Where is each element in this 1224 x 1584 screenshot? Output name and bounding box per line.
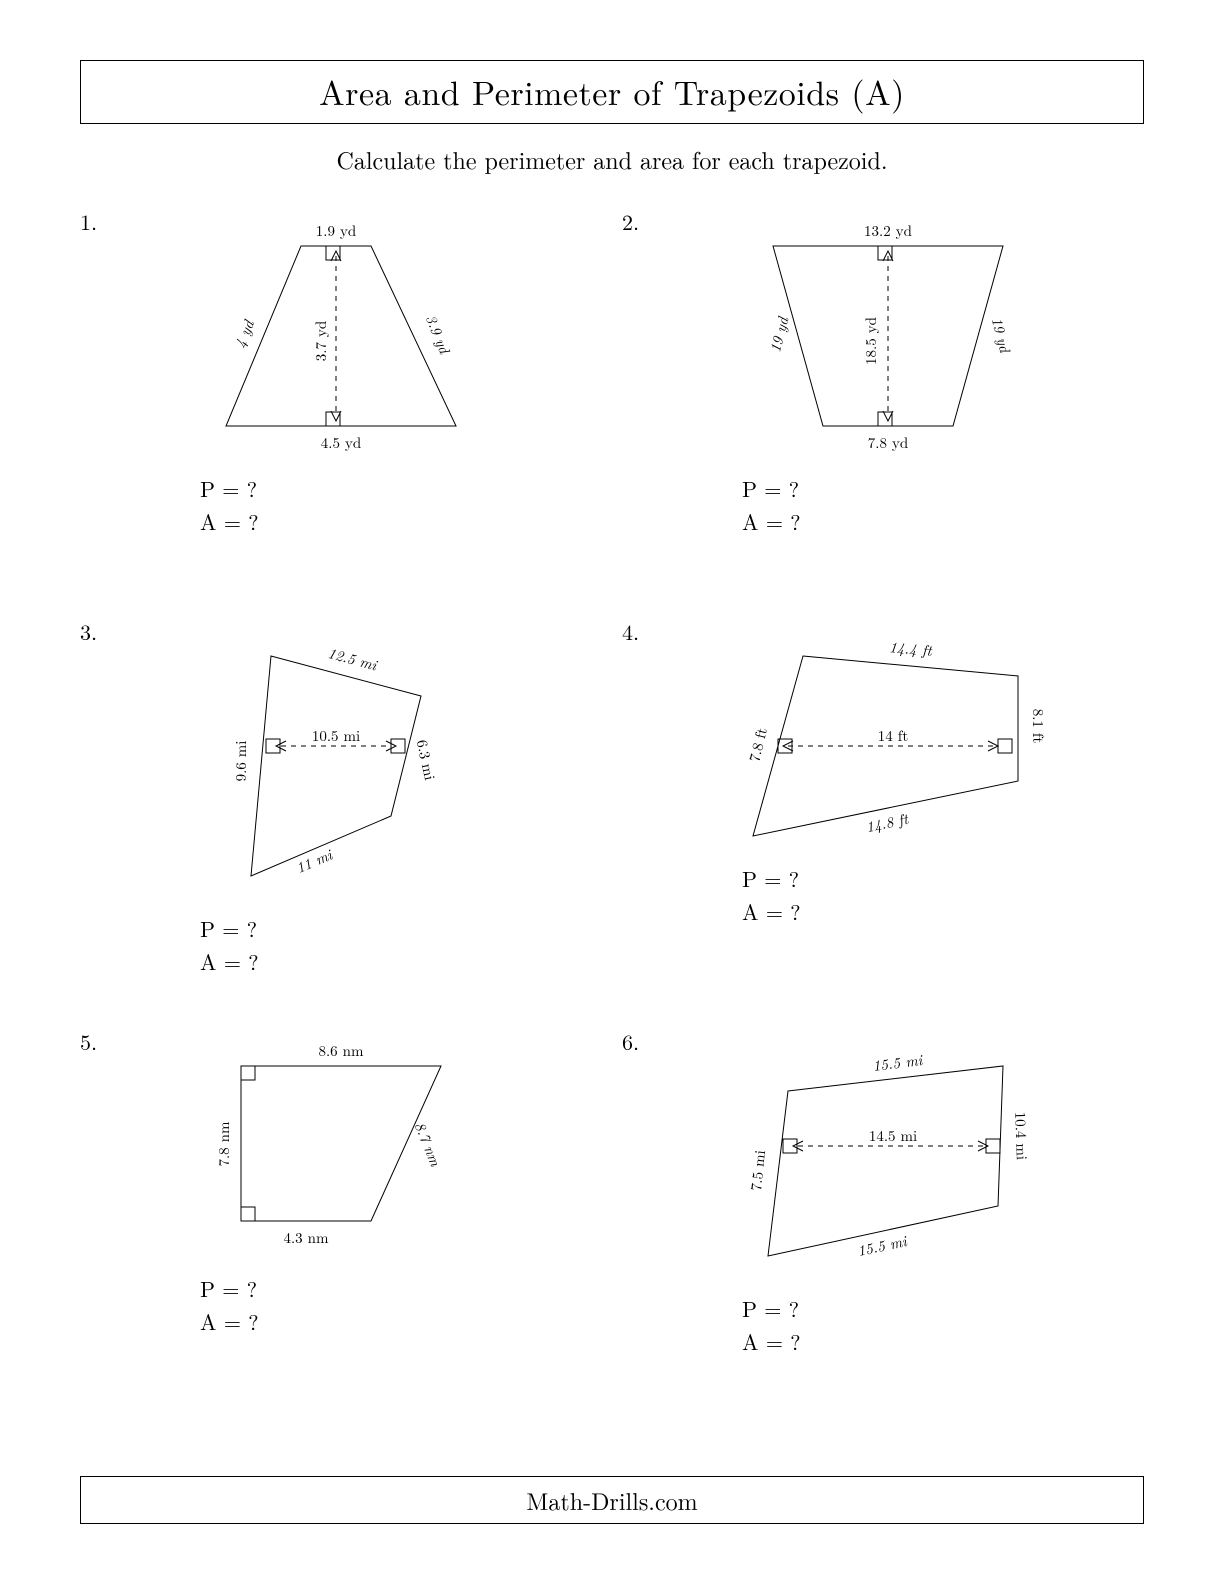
area-prompt: A = ? [200, 505, 259, 538]
problem-number: 4. [622, 616, 639, 647]
trapezoid-1-figure: 1.9 yd 4.5 yd 4 yd 3.9 yd 3.7 yd [171, 206, 511, 466]
right-angle-icon [241, 1207, 255, 1221]
problem-grid: 1. 1.9 yd 4.5 yd 4 yd 3.9 yd 3.7 yd [80, 206, 1144, 1426]
problem-number: 2. [622, 206, 639, 237]
answers-block: P = ? A = ? [200, 472, 259, 538]
height-label: 10.5 mi [312, 725, 360, 746]
perimeter-prompt: P = ? [742, 472, 801, 505]
trapezoid-shape [226, 246, 456, 426]
right-label: 3.9 yd [421, 311, 456, 357]
area-prompt: A = ? [200, 1305, 259, 1338]
trapezoid-5-figure: 8.6 nm 4.3 nm 7.8 nm 8.7 nm [171, 1026, 511, 1266]
area-prompt: A = ? [742, 505, 801, 538]
left-label: 19 yd [764, 314, 793, 355]
bottom-label: 14.8 ft [864, 808, 911, 838]
answers-block: P = ? A = ? [742, 862, 801, 928]
problem-3: 3. 12.5 mi 11 mi 9.6 mi 6.3 mi 10.5 mi P [80, 616, 602, 1016]
right-label: 19 yd [987, 315, 1016, 356]
problem-6: 6. 15.5 mi 15.5 mi 7.5 mi 10.4 mi 14.5 m… [622, 1026, 1144, 1426]
perimeter-prompt: P = ? [200, 912, 259, 945]
area-prompt: A = ? [742, 1325, 801, 1358]
height-label: 14.5 mi [869, 1125, 917, 1146]
height-label: 3.7 yd [310, 321, 331, 361]
right-label: 6.3 mi [412, 738, 441, 782]
footer: Math-Drills.com [80, 1476, 1144, 1524]
right-angle-icon [266, 739, 280, 753]
right-label: 8.1 ft [1028, 709, 1049, 744]
problem-number: 1. [80, 206, 97, 237]
right-label: 10.4 mi [1010, 1111, 1033, 1160]
bottom-label: 4.5 yd [321, 432, 361, 453]
problem-5: 5. 8.6 nm 4.3 nm 7.8 nm 8.7 nm P = ? A =… [80, 1026, 602, 1426]
area-prompt: A = ? [200, 945, 259, 978]
problem-1: 1. 1.9 yd 4.5 yd 4 yd 3.9 yd 3.7 yd [80, 206, 602, 606]
right-label: 8.7 nm [410, 1119, 447, 1170]
right-angle-icon [998, 739, 1012, 753]
bottom-label: 7.8 yd [868, 432, 908, 453]
top-label: 13.2 yd [864, 220, 912, 241]
left-label: 9.6 mi [230, 741, 251, 782]
trapezoid-3-figure: 12.5 mi 11 mi 9.6 mi 6.3 mi 10.5 mi [171, 616, 511, 906]
area-prompt: A = ? [742, 895, 801, 928]
worksheet-page: Area and Perimeter of Trapezoids (A) Cal… [0, 0, 1224, 1584]
answers-block: P = ? A = ? [742, 1292, 801, 1358]
left-label: 7.5 mi [745, 1149, 770, 1192]
height-label: 18.5 yd [860, 317, 881, 365]
right-angle-icon [783, 1139, 797, 1153]
problem-number: 3. [80, 616, 97, 647]
trapezoid-shape [241, 1066, 441, 1221]
top-label: 15.5 mi [871, 1049, 924, 1076]
problem-number: 6. [622, 1026, 639, 1057]
answers-block: P = ? A = ? [742, 472, 801, 538]
problem-4: 4. 14.4 ft 14.8 ft 7.8 ft 8.1 ft 14 ft P [622, 616, 1144, 1016]
height-label: 14 ft [878, 725, 908, 746]
left-label: 7.8 nm [213, 1121, 234, 1167]
top-label: 1.9 yd [316, 220, 356, 241]
bottom-label: 15.5 mi [855, 1230, 909, 1261]
perimeter-prompt: P = ? [200, 1272, 259, 1305]
trapezoid-6-figure: 15.5 mi 15.5 mi 7.5 mi 10.4 mi 14.5 mi [703, 1026, 1063, 1286]
answers-block: P = ? A = ? [200, 912, 259, 978]
top-label: 12.5 mi [326, 642, 381, 676]
top-label: 8.6 nm [318, 1040, 364, 1061]
trapezoid-shape [768, 1066, 1003, 1256]
trapezoid-4-figure: 14.4 ft 14.8 ft 7.8 ft 8.1 ft 14 ft [693, 616, 1073, 856]
right-angle-icon [241, 1066, 255, 1080]
problem-2: 2. 13.2 yd 7.8 yd 19 yd 19 yd 18.5 yd P [622, 206, 1144, 606]
problem-number: 5. [80, 1026, 97, 1057]
trapezoid-2-figure: 13.2 yd 7.8 yd 19 yd 19 yd 18.5 yd [713, 206, 1053, 466]
bottom-label: 11 mi [292, 843, 336, 878]
trapezoid-shape [251, 656, 421, 876]
perimeter-prompt: P = ? [742, 862, 801, 895]
left-label: 7.8 ft [743, 725, 772, 764]
top-label: 14.4 ft [888, 636, 933, 661]
page-title: Area and Perimeter of Trapezoids (A) [80, 60, 1144, 124]
perimeter-prompt: P = ? [200, 472, 259, 505]
instruction-text: Calculate the perimeter and area for eac… [80, 142, 1144, 176]
bottom-label: 4.3 nm [283, 1227, 329, 1248]
perimeter-prompt: P = ? [742, 1292, 801, 1325]
answers-block: P = ? A = ? [200, 1272, 259, 1338]
left-label: 4 yd [229, 316, 259, 351]
right-angle-icon [391, 739, 405, 753]
